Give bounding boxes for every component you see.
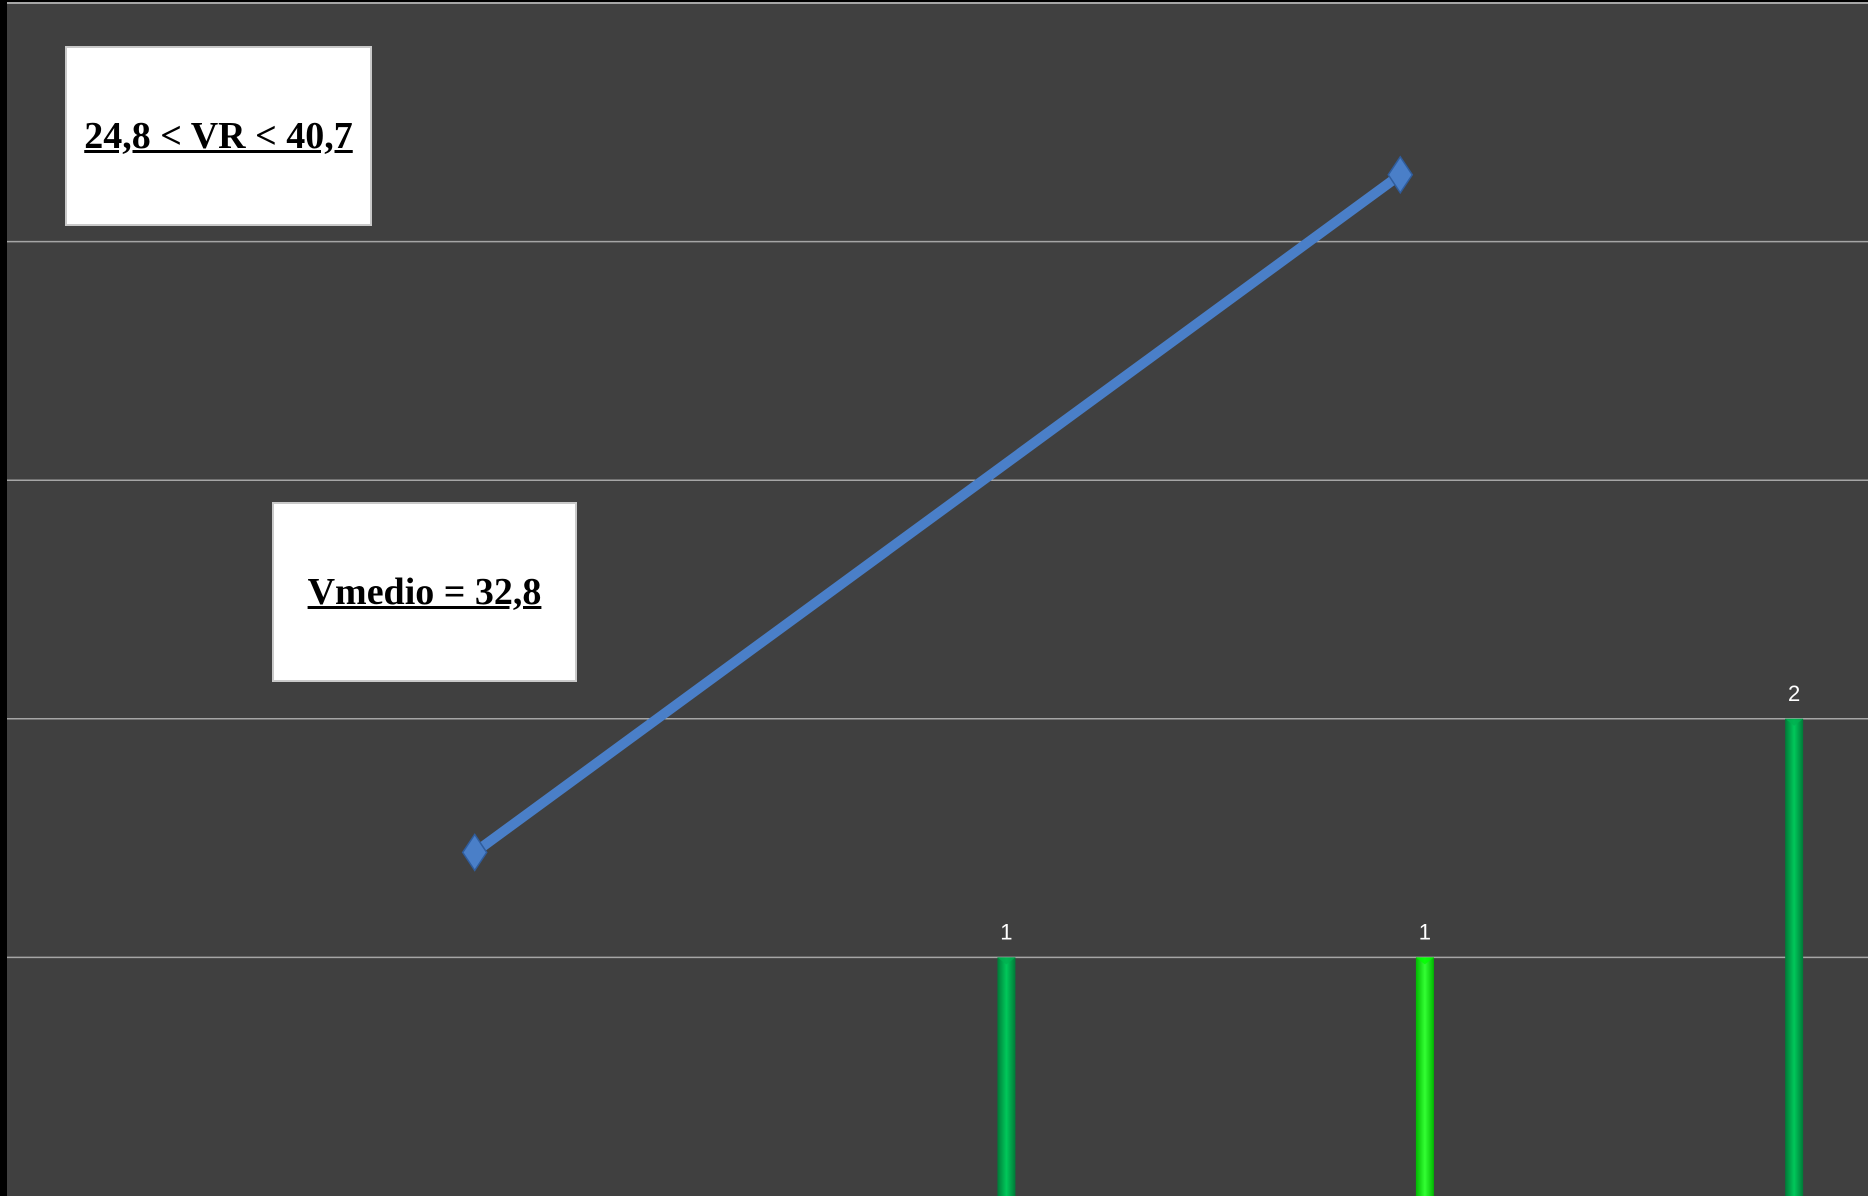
series-line — [469, 169, 1406, 858]
mean-annotation: Vmedio = 32,8 — [272, 502, 577, 682]
range-annotation: 24,8 < VR < 40,7 — [65, 46, 372, 226]
bar-cap — [1415, 957, 1434, 965]
bar-data-label: 1 — [1419, 919, 1431, 944]
bar-data-label: 2 — [1788, 681, 1800, 706]
line-point-marker — [461, 833, 488, 872]
mean-annotation-text: Vmedio = 32,8 — [307, 571, 542, 613]
bar — [1415, 957, 1434, 1196]
range-annotation-text: 24,8 < VR < 40,7 — [84, 115, 353, 157]
line-point-marker — [1387, 155, 1414, 195]
bar — [997, 957, 1016, 1196]
bar-cap — [1785, 718, 1804, 726]
gridlines — [7, 2, 1868, 959]
bar-series — [997, 718, 1804, 1196]
data-labels: 1 1 2 — [1000, 681, 1800, 945]
bar-cap — [997, 957, 1016, 965]
bar — [1785, 718, 1804, 1196]
line-series — [461, 155, 1414, 872]
bar-data-label: 1 — [1000, 919, 1012, 944]
